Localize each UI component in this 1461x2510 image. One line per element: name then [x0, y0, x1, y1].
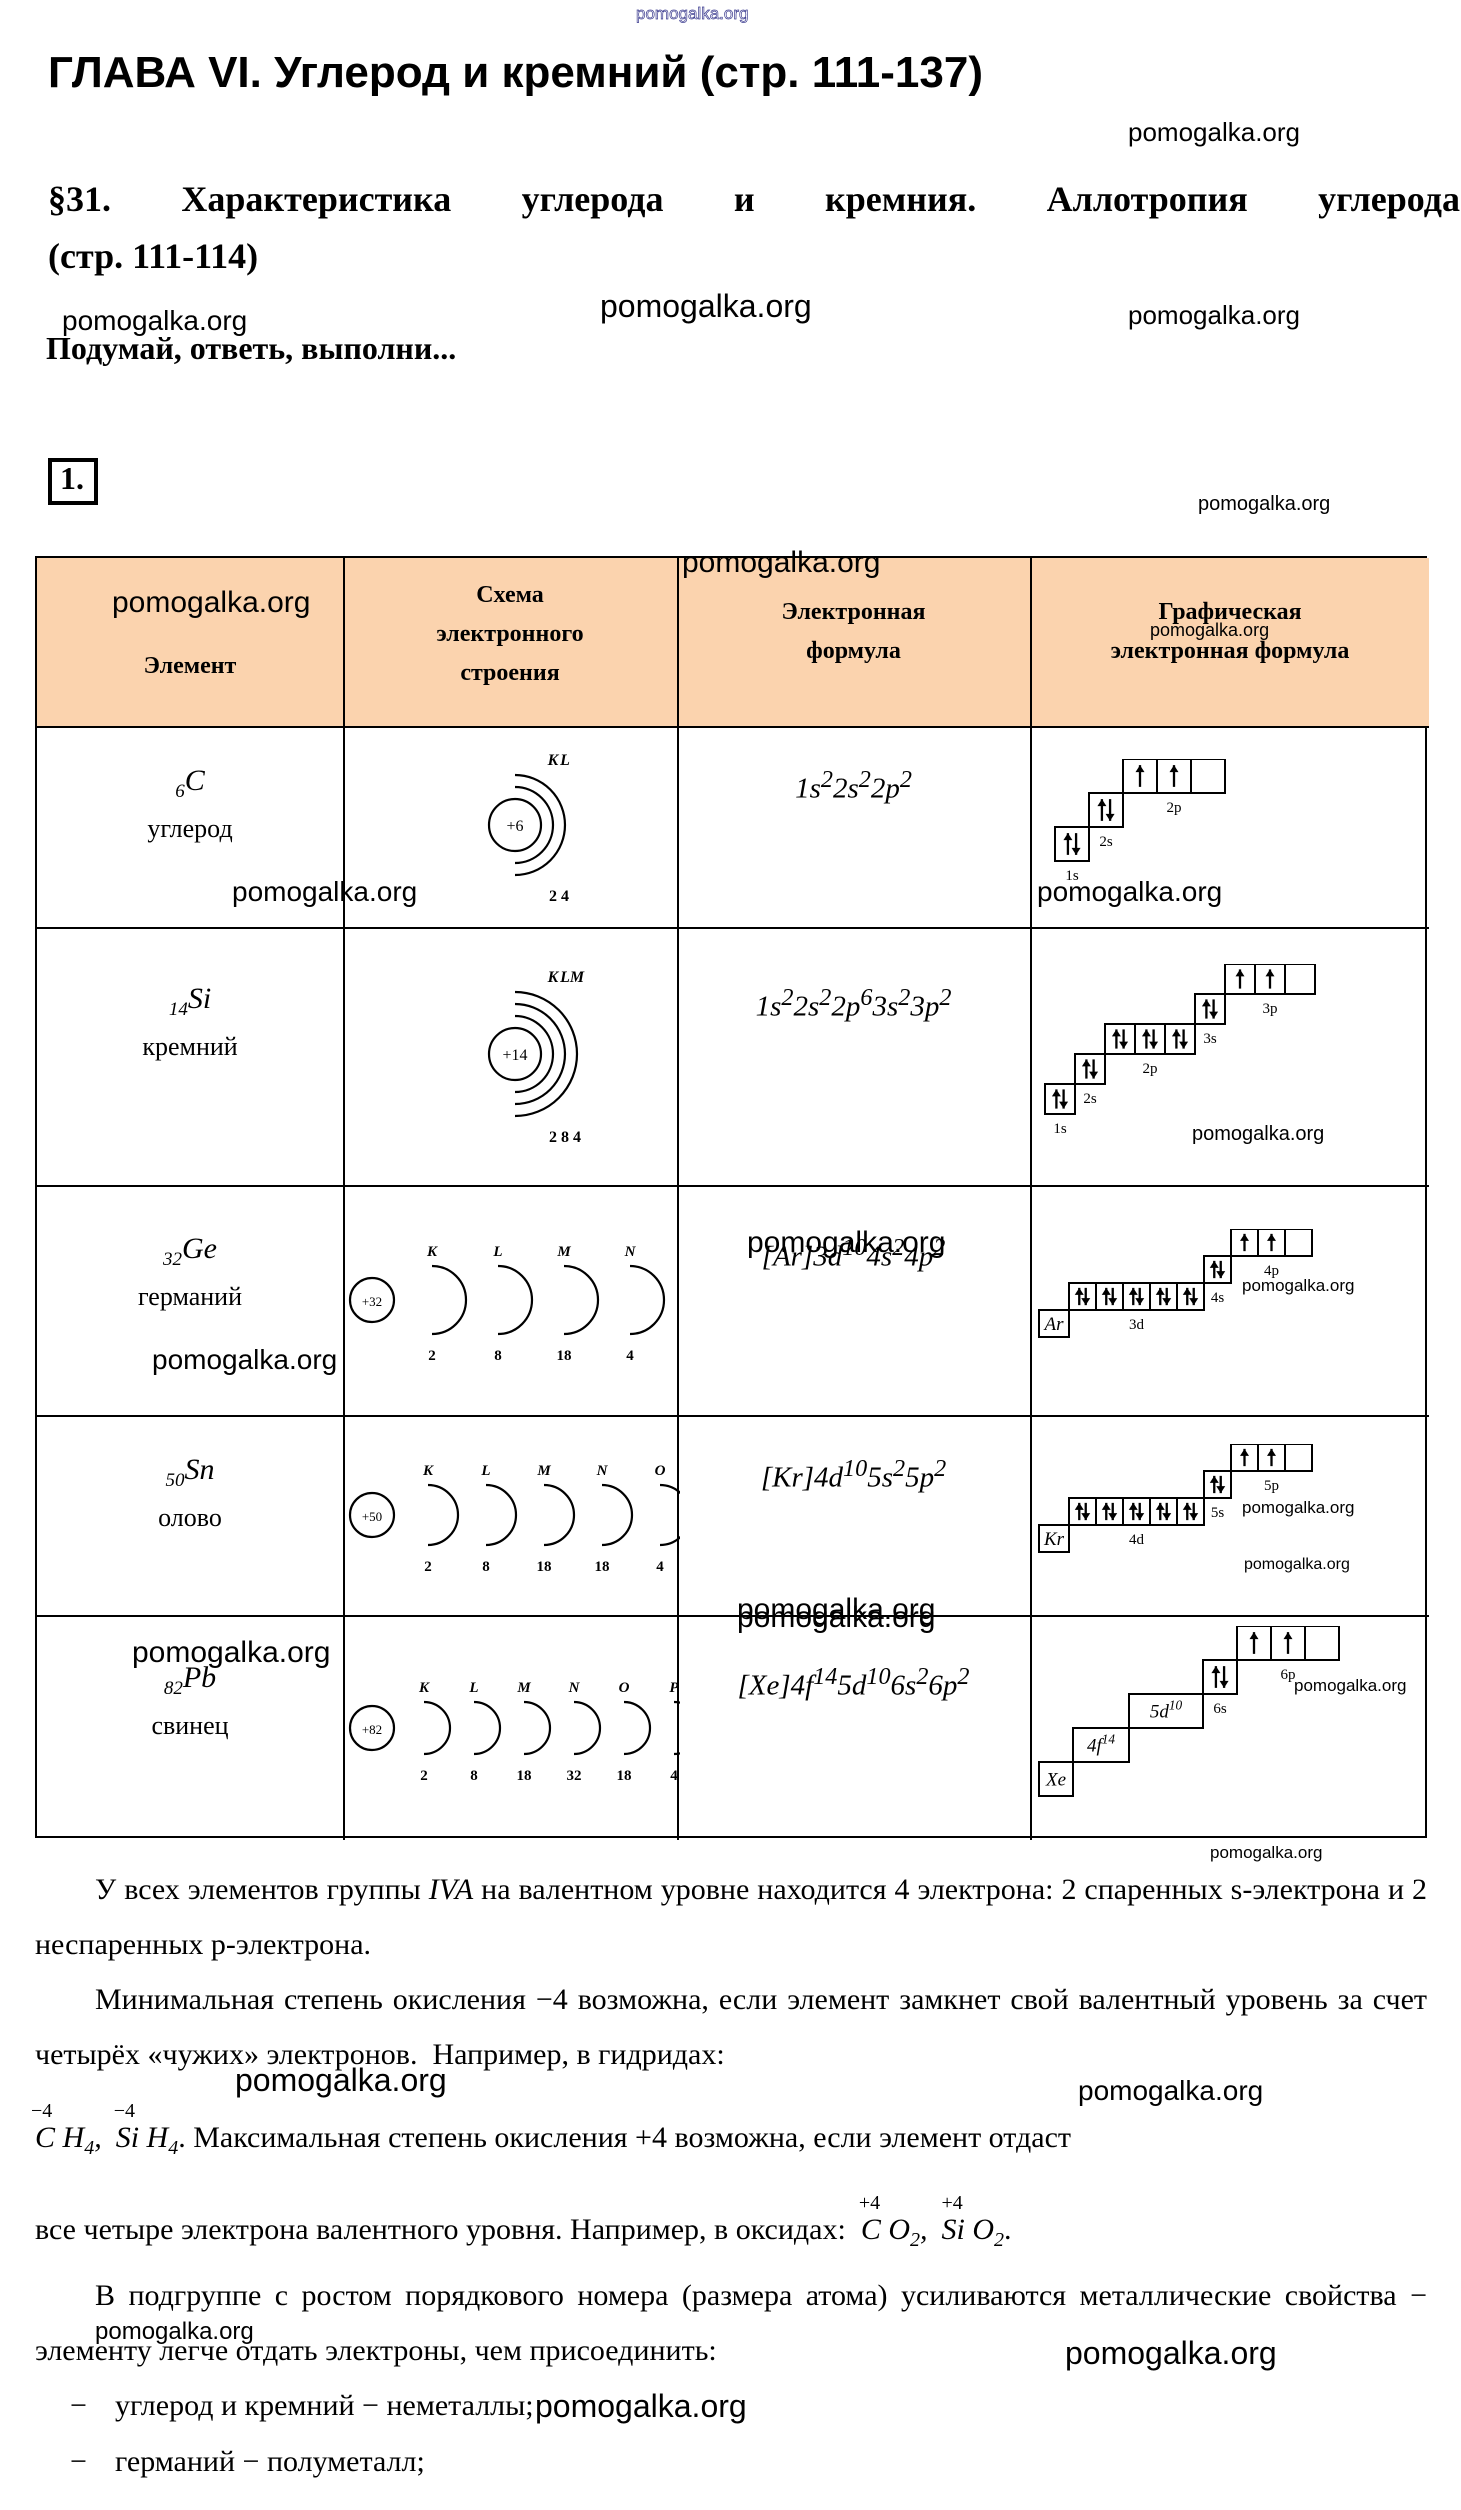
svg-text:8: 8 [561, 1129, 569, 1146]
svg-text:2p: 2p [1143, 1061, 1158, 1077]
svg-text:6p: 6p [1281, 1667, 1296, 1683]
svg-text:O: O [655, 1463, 666, 1479]
svg-text:4p: 4p [1264, 1263, 1279, 1279]
svg-text:N: N [624, 1244, 637, 1260]
svg-text:18: 18 [517, 1768, 532, 1784]
svg-text:K: K [547, 969, 560, 986]
svg-text:4f14: 4f14 [1087, 1731, 1115, 1756]
svg-text:4: 4 [573, 1129, 581, 1146]
svg-text:L: L [559, 969, 570, 986]
svg-text:M: M [569, 969, 585, 986]
svg-text:L: L [559, 752, 570, 769]
svg-text:+6: +6 [506, 818, 523, 835]
svg-text:K: K [547, 752, 560, 769]
svg-text:3d: 3d [1129, 1317, 1145, 1333]
svg-text:4: 4 [670, 1768, 678, 1784]
svg-text:4d: 4d [1129, 1532, 1145, 1548]
svg-text:+82: +82 [362, 1722, 382, 1737]
svg-text:Xe: Xe [1045, 1769, 1066, 1790]
svg-text:K: K [422, 1463, 434, 1479]
svg-text:2p: 2p [1167, 800, 1182, 816]
svg-text:4: 4 [626, 1348, 634, 1364]
svg-text:18: 18 [595, 1559, 610, 1575]
svg-text:L: L [492, 1244, 502, 1260]
svg-text:18: 18 [617, 1768, 632, 1784]
svg-text:+50: +50 [362, 1509, 382, 1524]
svg-text:K: K [426, 1244, 438, 1260]
svg-text:5p: 5p [1264, 1478, 1279, 1494]
svg-text:O: O [619, 1680, 630, 1696]
svg-text:Ar: Ar [1043, 1314, 1065, 1335]
svg-text:M: M [556, 1244, 571, 1260]
svg-text:5d10: 5d10 [1150, 1697, 1183, 1722]
svg-text:2: 2 [549, 888, 557, 905]
svg-text:K: K [418, 1680, 430, 1696]
svg-text:4s: 4s [1211, 1290, 1225, 1306]
svg-text:5s: 5s [1211, 1505, 1225, 1521]
svg-text:+32: +32 [362, 1294, 382, 1309]
svg-text:3p: 3p [1263, 1001, 1278, 1017]
svg-text:Kr: Kr [1043, 1529, 1065, 1550]
svg-text:2: 2 [549, 1129, 557, 1146]
svg-text:2: 2 [428, 1348, 436, 1364]
svg-text:N: N [596, 1463, 609, 1479]
svg-text:1s: 1s [1053, 1121, 1067, 1137]
svg-text:2: 2 [420, 1768, 428, 1784]
svg-text:18: 18 [537, 1559, 552, 1575]
svg-text:3s: 3s [1203, 1031, 1217, 1047]
svg-text:4: 4 [656, 1559, 664, 1575]
svg-text:8: 8 [494, 1348, 502, 1364]
svg-text:32: 32 [567, 1768, 582, 1784]
svg-text:2s: 2s [1083, 1091, 1097, 1107]
svg-text:L: L [480, 1463, 490, 1479]
svg-text:N: N [568, 1680, 581, 1696]
svg-text:2s: 2s [1099, 834, 1113, 850]
svg-text:8: 8 [470, 1768, 478, 1784]
svg-text:18: 18 [557, 1348, 572, 1364]
svg-text:8: 8 [482, 1559, 490, 1575]
svg-text:6s: 6s [1213, 1701, 1227, 1717]
svg-text:M: M [516, 1680, 531, 1696]
svg-text:2: 2 [424, 1559, 432, 1575]
svg-text:1s: 1s [1065, 868, 1079, 884]
svg-text:M: M [536, 1463, 551, 1479]
svg-text:4: 4 [561, 888, 569, 905]
svg-text:L: L [468, 1680, 478, 1696]
svg-text:+14: +14 [502, 1047, 527, 1064]
